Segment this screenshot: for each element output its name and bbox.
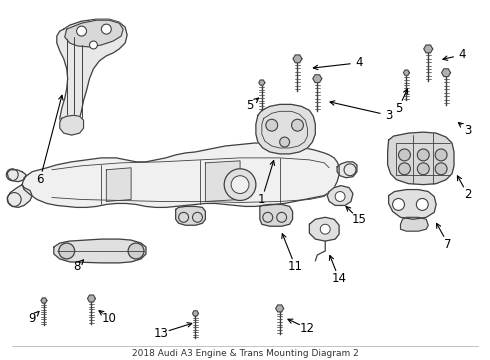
Circle shape	[224, 169, 256, 201]
Polygon shape	[259, 80, 265, 85]
Text: 5: 5	[246, 99, 254, 112]
Polygon shape	[388, 132, 454, 185]
Circle shape	[59, 243, 74, 259]
Polygon shape	[57, 19, 127, 130]
Polygon shape	[276, 305, 284, 312]
Text: 2018 Audi A3 Engine & Trans Mounting Diagram 2: 2018 Audi A3 Engine & Trans Mounting Dia…	[132, 348, 358, 357]
Polygon shape	[88, 295, 96, 302]
Text: 15: 15	[351, 213, 367, 226]
Polygon shape	[327, 186, 353, 206]
Polygon shape	[41, 298, 47, 303]
Text: 3: 3	[464, 123, 471, 137]
Text: 9: 9	[28, 312, 36, 325]
Circle shape	[320, 224, 330, 234]
Circle shape	[417, 149, 429, 161]
Polygon shape	[205, 161, 240, 202]
Circle shape	[398, 163, 411, 175]
Text: 7: 7	[444, 238, 452, 251]
Polygon shape	[256, 104, 316, 154]
Polygon shape	[403, 70, 410, 75]
Circle shape	[76, 26, 87, 36]
Text: 13: 13	[153, 327, 168, 340]
Circle shape	[101, 24, 111, 34]
Circle shape	[292, 119, 303, 131]
Polygon shape	[60, 115, 84, 135]
Circle shape	[128, 243, 144, 259]
Polygon shape	[106, 168, 131, 202]
Circle shape	[231, 176, 249, 194]
Circle shape	[435, 163, 447, 175]
Polygon shape	[400, 217, 428, 231]
Polygon shape	[424, 45, 433, 53]
Text: 12: 12	[300, 322, 315, 335]
Polygon shape	[337, 162, 357, 178]
Text: 6: 6	[36, 173, 44, 186]
Text: 11: 11	[288, 260, 303, 273]
Polygon shape	[7, 170, 26, 182]
Circle shape	[280, 137, 290, 147]
Polygon shape	[7, 185, 32, 207]
Circle shape	[417, 163, 429, 175]
Text: 14: 14	[332, 272, 346, 285]
Text: 1: 1	[258, 193, 266, 206]
Text: 8: 8	[73, 260, 80, 273]
Polygon shape	[309, 217, 339, 241]
Polygon shape	[260, 204, 293, 226]
Text: 10: 10	[102, 312, 117, 325]
Text: 4: 4	[458, 48, 466, 61]
Polygon shape	[441, 69, 450, 77]
Polygon shape	[293, 55, 302, 63]
Circle shape	[416, 198, 428, 210]
Circle shape	[90, 41, 98, 49]
Circle shape	[266, 119, 278, 131]
Polygon shape	[389, 190, 436, 219]
Circle shape	[398, 149, 411, 161]
Polygon shape	[313, 75, 322, 82]
Polygon shape	[22, 143, 339, 207]
Polygon shape	[176, 206, 205, 225]
Text: 4: 4	[355, 56, 363, 69]
Circle shape	[435, 149, 447, 161]
Circle shape	[335, 192, 345, 202]
Text: 2: 2	[464, 188, 471, 201]
Polygon shape	[54, 239, 146, 263]
Text: 5: 5	[395, 102, 402, 115]
Polygon shape	[193, 311, 198, 316]
Polygon shape	[65, 20, 123, 47]
Text: 3: 3	[385, 109, 392, 122]
Circle shape	[392, 198, 404, 210]
